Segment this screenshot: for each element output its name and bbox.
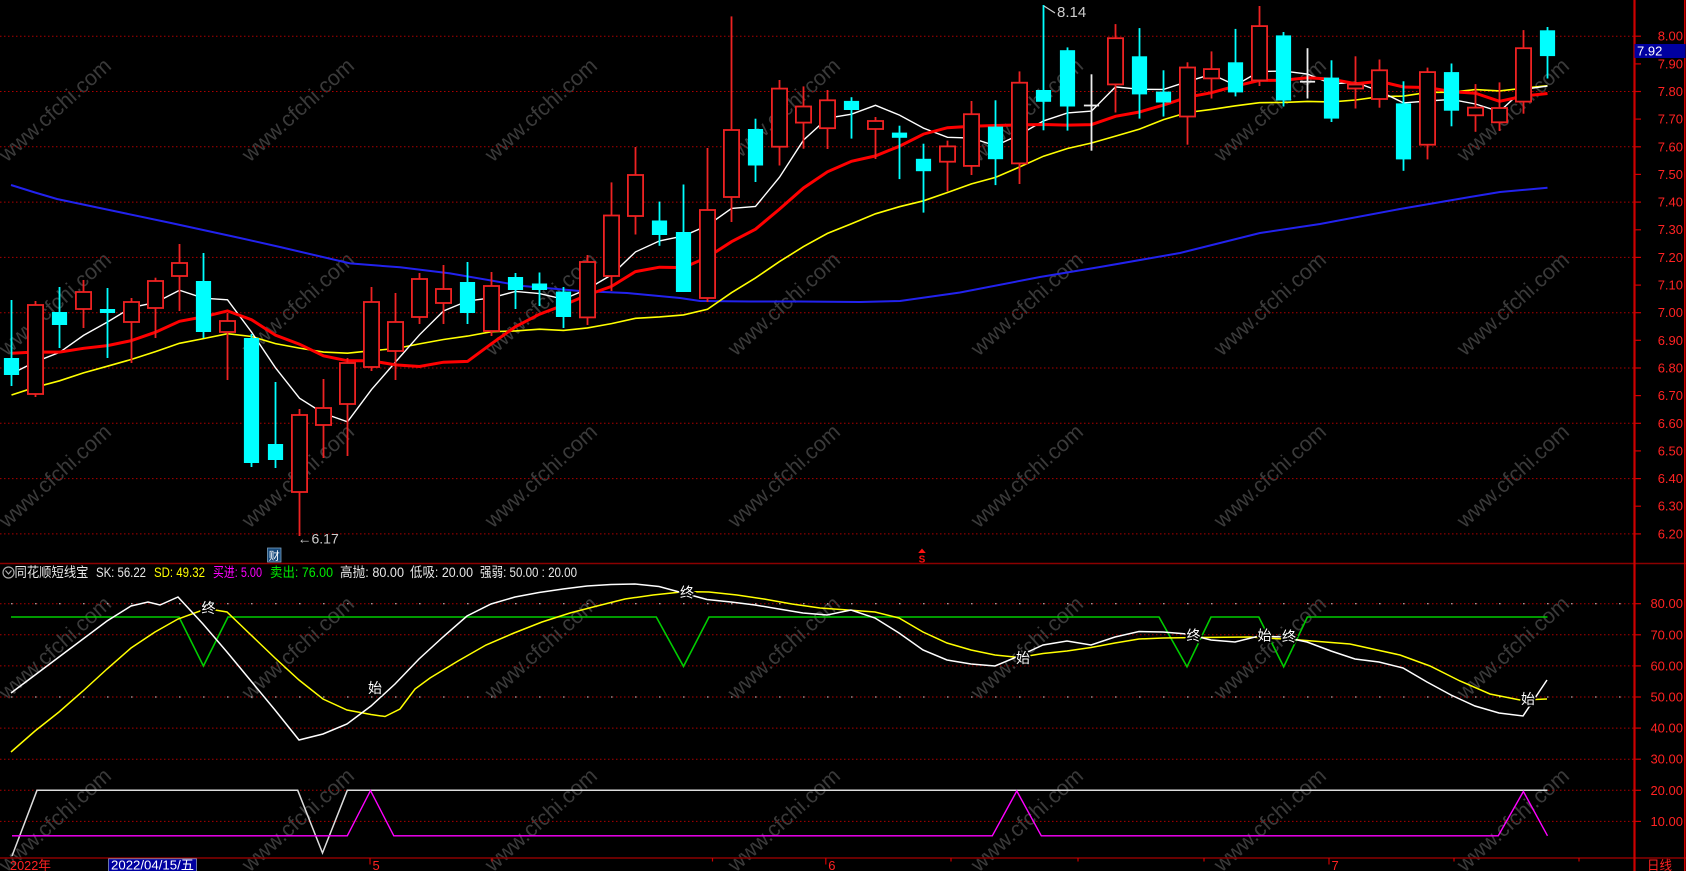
svg-text:←6.17: ←6.17 (298, 531, 339, 547)
svg-text:7.50: 7.50 (1658, 167, 1683, 182)
svg-text:始: 始 (1258, 628, 1272, 644)
svg-text:70.00: 70.00 (1650, 627, 1683, 642)
svg-text:8.00: 8.00 (1658, 29, 1683, 44)
svg-text:卖出: 76.00: 卖出: 76.00 (270, 565, 333, 580)
svg-text:7.20: 7.20 (1658, 250, 1683, 265)
svg-text:6.90: 6.90 (1658, 333, 1683, 348)
svg-text:6.30: 6.30 (1658, 499, 1683, 514)
svg-text:6.50: 6.50 (1658, 443, 1683, 458)
svg-text:7.80: 7.80 (1658, 84, 1683, 99)
svg-text:10.00: 10.00 (1650, 814, 1683, 829)
svg-text:终: 终 (202, 600, 216, 616)
svg-text:始: 始 (368, 680, 382, 696)
svg-text:6.70: 6.70 (1658, 388, 1683, 403)
svg-text:2022/04/15/五: 2022/04/15/五 (111, 858, 194, 871)
svg-text:低吸: 20.00: 低吸: 20.00 (410, 565, 473, 580)
svg-text:同花顺短线宝: 同花顺短线宝 (15, 565, 89, 580)
svg-text:终: 终 (1282, 629, 1296, 645)
svg-text:7.10: 7.10 (1658, 278, 1683, 293)
svg-text:6: 6 (828, 858, 835, 871)
svg-text:始: 始 (1016, 650, 1030, 666)
svg-text:7.30: 7.30 (1658, 222, 1683, 237)
svg-text:2022年: 2022年 (10, 858, 51, 871)
svg-text:SD: 49.32: SD: 49.32 (154, 565, 205, 580)
svg-text:买进: 5.00: 买进: 5.00 (213, 565, 262, 580)
svg-text:7.70: 7.70 (1658, 112, 1683, 127)
svg-text:SK: 56.22: SK: 56.22 (96, 565, 146, 580)
svg-text:6.40: 6.40 (1658, 471, 1683, 486)
svg-text:终: 终 (680, 585, 694, 601)
svg-text:S: S (919, 555, 926, 566)
svg-text:7.60: 7.60 (1658, 139, 1683, 154)
svg-text:7: 7 (1332, 858, 1339, 871)
svg-text:5: 5 (373, 858, 380, 871)
svg-text:6.20: 6.20 (1658, 526, 1683, 541)
svg-text:终: 终 (1187, 628, 1201, 644)
svg-text:财: 财 (269, 549, 280, 563)
svg-text:6.60: 6.60 (1658, 416, 1683, 431)
svg-text:日线: 日线 (1647, 858, 1672, 871)
svg-text:强弱: 50.00 : 20.00: 强弱: 50.00 : 20.00 (480, 565, 577, 580)
svg-text:6.80: 6.80 (1658, 361, 1683, 376)
svg-text:始: 始 (1521, 691, 1535, 707)
svg-text:8.14: 8.14 (1057, 4, 1086, 21)
svg-text:7.90: 7.90 (1658, 56, 1683, 71)
svg-text:60.00: 60.00 (1650, 658, 1683, 673)
svg-text:80.00: 80.00 (1650, 596, 1683, 611)
svg-text:30.00: 30.00 (1650, 752, 1683, 767)
svg-text:20.00: 20.00 (1650, 783, 1683, 798)
svg-text:7.92: 7.92 (1637, 44, 1662, 59)
svg-text:7.00: 7.00 (1658, 305, 1683, 320)
svg-text:7.40: 7.40 (1658, 195, 1683, 210)
svg-text:高抛: 80.00: 高抛: 80.00 (340, 564, 404, 580)
svg-text:40.00: 40.00 (1650, 721, 1683, 736)
svg-text:50.00: 50.00 (1650, 690, 1683, 705)
